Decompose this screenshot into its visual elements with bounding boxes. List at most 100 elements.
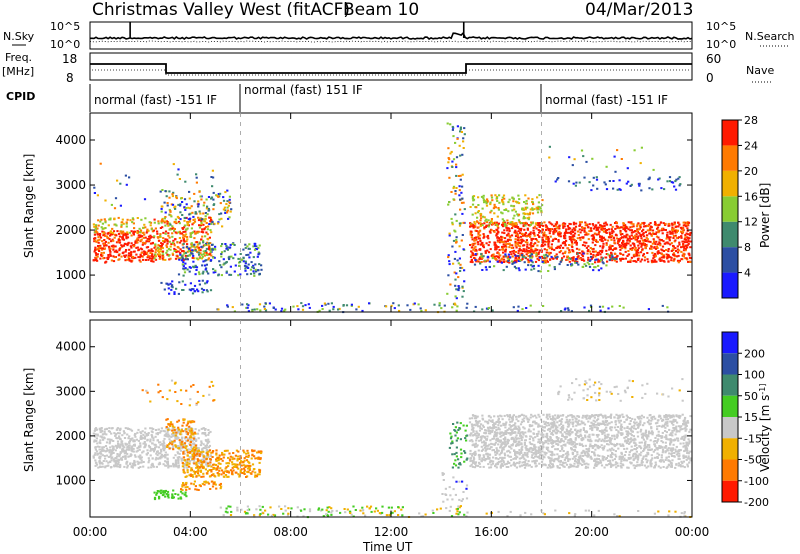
- power-pixel: [141, 241, 145, 244]
- power-pixel: [474, 212, 477, 215]
- power-pixel: [175, 197, 178, 200]
- power-pixel: [510, 234, 514, 237]
- power-pixel: [143, 198, 147, 201]
- velocity-pixel: [188, 456, 191, 458]
- power-pixel: [477, 230, 480, 233]
- velocity-pixel: [220, 458, 223, 460]
- velocity-pixel: [117, 445, 120, 448]
- velocity-pixel: [215, 453, 218, 456]
- velocity-pixel: [192, 437, 195, 440]
- power-pixel: [500, 258, 503, 261]
- power-pixel: [199, 252, 202, 255]
- velocity-pixel: [237, 450, 240, 453]
- power-pixel: [543, 231, 546, 234]
- power-pixel: [652, 232, 655, 235]
- power-pixel: [524, 224, 527, 227]
- velocity-pixel: [114, 457, 117, 459]
- power-pixel: [548, 264, 551, 267]
- power-pixel: [184, 233, 188, 236]
- power-pixel: [130, 253, 133, 256]
- power-pixel: [186, 221, 189, 224]
- velocity-pixel: [103, 437, 106, 440]
- velocity-pixel: [348, 510, 352, 513]
- power-pixel: [200, 287, 204, 290]
- power-pixel: [610, 254, 613, 257]
- power-pixel: [582, 155, 585, 158]
- power-pixel: [252, 264, 255, 267]
- power-pixel: [661, 227, 664, 230]
- power-pixel: [557, 177, 560, 179]
- velocity-pixel: [381, 505, 384, 508]
- power-pixel: [613, 241, 616, 244]
- power-pixel: [600, 237, 603, 240]
- power-pixel: [519, 229, 522, 232]
- velocity-pixel: [236, 466, 239, 469]
- power-pixel: [666, 306, 669, 309]
- power-pixel: [662, 255, 665, 258]
- velocity-pixel: [118, 435, 121, 438]
- power-pixel: [634, 238, 637, 241]
- power-pixel: [516, 234, 520, 237]
- power-pixel: [140, 251, 143, 254]
- power-pixel: [200, 253, 203, 256]
- velocity-pixel: [159, 390, 162, 392]
- power-pixel: [627, 253, 630, 256]
- power-pixel: [572, 182, 575, 185]
- velocity-pixel: [149, 400, 152, 403]
- power-pixel: [595, 178, 599, 181]
- power-pixel: [643, 256, 647, 259]
- power-pixel: [536, 244, 539, 247]
- velocity-pixel: [215, 458, 218, 461]
- power-pixel: [581, 253, 584, 256]
- power-pixel: [471, 251, 474, 254]
- velocity-pixel: [326, 506, 329, 509]
- velocity-pixel: [124, 427, 127, 430]
- velocity-pixel: [114, 461, 118, 464]
- power-pixel: [169, 210, 172, 213]
- power-pixel: [454, 295, 457, 298]
- power-pixel: [209, 252, 212, 255]
- power-pixel: [469, 206, 472, 208]
- velocity-pixel: [211, 456, 214, 458]
- power-pixel: [192, 249, 196, 252]
- velocity-pixel: [185, 432, 188, 435]
- velocity-pixel: [169, 423, 172, 426]
- velocity-pixel: [162, 463, 165, 466]
- power-pixel: [661, 245, 665, 248]
- power-pixel: [555, 221, 558, 224]
- velocity-pixel: [368, 507, 371, 510]
- power-pixel: [104, 240, 107, 243]
- power-pixel: [183, 235, 186, 238]
- power-pixel: [651, 260, 654, 263]
- power-pixel: [165, 246, 169, 249]
- velocity-pixel: [243, 451, 246, 454]
- velocity-pixel: [173, 429, 176, 431]
- velocity-pixel: [201, 482, 204, 485]
- power-pixel: [583, 227, 586, 230]
- power-pixel: [186, 245, 189, 248]
- power-pixel: [190, 242, 193, 245]
- velocity-pixel: [330, 507, 333, 510]
- velocity-pixel: [100, 427, 103, 429]
- power-pixel: [529, 235, 532, 238]
- velocity-pixel: [157, 457, 160, 460]
- velocity-pixel: [101, 448, 104, 451]
- power-pixel: [258, 272, 261, 275]
- power-pixel: [327, 302, 330, 305]
- velocity-pixel: [128, 440, 132, 443]
- power-pixel: [280, 307, 284, 310]
- velocity-pixel: [92, 455, 95, 458]
- power-pixel: [345, 304, 349, 307]
- velocity-pixel: [154, 429, 158, 431]
- velocity-pixel: [125, 462, 128, 465]
- power-pixel: [616, 188, 619, 191]
- velocity-pixel: [192, 470, 195, 473]
- power-pixel: [491, 199, 494, 202]
- velocity-pixel: [209, 463, 212, 466]
- power-pixel: [671, 230, 674, 233]
- power-pixel: [527, 224, 530, 226]
- power-pixel: [524, 231, 527, 234]
- velocity-pixel: [197, 452, 200, 455]
- velocity-pixel: [487, 463, 490, 466]
- power-pixel: [494, 194, 497, 197]
